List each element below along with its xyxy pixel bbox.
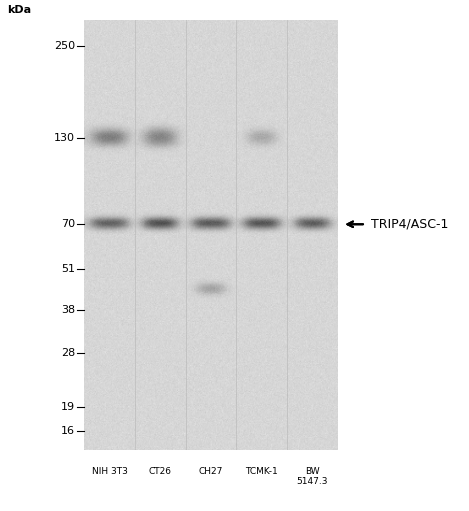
Text: CH27: CH27 [199,467,223,476]
Text: 70: 70 [61,219,75,229]
Text: CT26: CT26 [149,467,172,476]
Text: TCMK-1: TCMK-1 [245,467,278,476]
Text: 16: 16 [61,426,75,436]
Text: BW
5147.3: BW 5147.3 [296,467,328,486]
Text: 51: 51 [61,264,75,273]
Text: 19: 19 [61,402,75,412]
Text: 130: 130 [54,132,75,143]
Text: 38: 38 [61,305,75,315]
Text: 250: 250 [54,41,75,51]
Text: TRIP4/ASC-1: TRIP4/ASC-1 [371,218,448,231]
Text: 28: 28 [61,347,75,358]
Text: kDa: kDa [7,5,31,15]
Text: NIH 3T3: NIH 3T3 [92,467,128,476]
